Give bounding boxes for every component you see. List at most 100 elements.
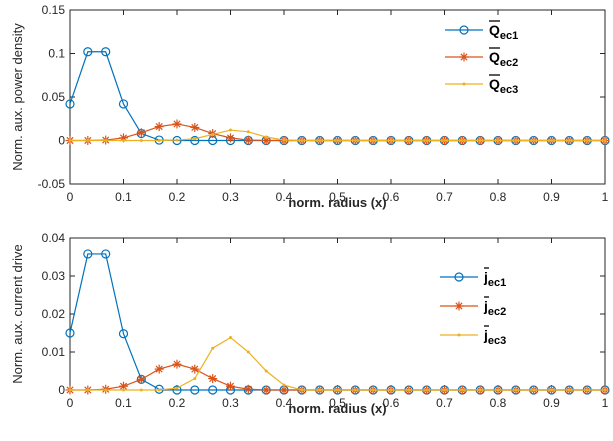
asterisk-marker	[154, 364, 164, 374]
point-marker	[407, 139, 411, 142]
point-marker	[86, 139, 90, 142]
point-marker	[336, 388, 339, 392]
y-tick-label: 0.15	[42, 3, 66, 17]
point-marker	[68, 388, 72, 392]
asterisk-marker	[226, 381, 235, 391]
x-tick-label: 0.3	[222, 396, 239, 410]
x-tick-label: 0.1	[115, 190, 132, 204]
legend-label: Qec2	[489, 49, 518, 69]
point-marker	[211, 132, 215, 136]
point-marker	[460, 388, 464, 392]
point-marker	[585, 139, 589, 142]
x-tick-label: 0.6	[383, 190, 400, 204]
point-marker	[264, 135, 268, 139]
asterisk-marker	[226, 133, 235, 143]
circle-marker	[190, 385, 200, 395]
x-tick-label: 0.5	[329, 396, 346, 410]
legend-label: jec3	[483, 327, 506, 347]
x-axis-label: norm. radius (x)	[288, 401, 386, 416]
circle-marker	[208, 385, 218, 395]
point-marker	[478, 388, 482, 392]
circle-marker	[118, 99, 129, 109]
point-marker	[229, 128, 232, 132]
legend-entry: jec2	[440, 296, 506, 318]
asterisk-marker	[208, 374, 218, 384]
asterisk-marker	[279, 385, 289, 395]
point-marker	[443, 388, 446, 392]
point-marker	[567, 388, 571, 392]
point-marker	[457, 333, 461, 337]
legend-entry: Qec1	[445, 20, 518, 42]
point-marker	[318, 139, 322, 142]
point-marker	[246, 130, 250, 134]
circle-marker	[118, 329, 129, 339]
legend-entry: jec3	[440, 325, 506, 347]
legend-label: jec1	[483, 269, 506, 289]
point-marker	[550, 388, 553, 392]
legend-label: Qec3	[489, 76, 518, 96]
point-marker	[282, 138, 286, 142]
point-marker	[550, 139, 553, 142]
y-tick-label: 0.04	[42, 231, 66, 245]
asterisk-marker	[172, 359, 182, 369]
point-marker	[193, 137, 197, 141]
point-marker	[122, 139, 125, 142]
point-marker	[425, 388, 429, 392]
x-tick-label: 0.3	[222, 190, 239, 204]
point-marker	[460, 139, 464, 142]
asterisk-marker	[136, 128, 146, 138]
point-marker	[157, 139, 161, 142]
x-tick-label: 0.6	[383, 396, 400, 410]
circle-marker	[172, 385, 182, 395]
point-marker	[86, 388, 90, 392]
point-marker	[462, 82, 466, 86]
circle-marker	[83, 249, 93, 259]
axes-panel-2: 0 0.1 0.2 0.3 0.4 0.5 0.6 0.7 0.8 0.9 1 0 0.01 0.02 0.…	[10, 231, 610, 416]
x-tick-label: 1	[602, 396, 609, 410]
plot-area	[69, 9, 606, 185]
asterisk-marker	[243, 135, 253, 145]
x-tick-label: 0.8	[490, 190, 507, 204]
point-marker	[122, 388, 125, 392]
point-marker	[603, 388, 607, 392]
point-marker	[389, 388, 393, 392]
point-marker	[425, 139, 429, 142]
x-tick-label: 0.9	[543, 190, 560, 204]
point-marker	[496, 388, 500, 392]
y-tick-label: 0.05	[42, 90, 66, 104]
y-tick-label: 0.1	[48, 47, 65, 61]
circle-marker	[65, 328, 75, 338]
x-tick-label: 0.4	[276, 190, 293, 204]
asterisk-marker	[454, 301, 464, 311]
point-marker	[229, 336, 232, 340]
circle-marker	[101, 47, 111, 57]
point-marker	[139, 388, 143, 392]
x-tick-label: 0.1	[115, 396, 132, 410]
circle-marker	[101, 249, 111, 259]
x-tick-label: 0.2	[169, 396, 186, 410]
series-j-ec3	[68, 336, 607, 392]
point-marker	[585, 388, 589, 392]
y-tick-label: 0.02	[42, 307, 66, 321]
legend: jec1 jec2 jec3	[440, 267, 506, 347]
point-marker	[496, 139, 500, 142]
legend-entry: Qec2	[445, 47, 518, 69]
x-tick-label: 0.2	[169, 190, 186, 204]
point-marker	[443, 139, 446, 142]
x-tick-label: 1	[602, 190, 609, 204]
point-marker	[318, 388, 322, 392]
series-Q-ec3	[68, 128, 607, 142]
point-marker	[264, 369, 268, 373]
asterisk-marker	[154, 122, 164, 132]
point-marker	[211, 346, 215, 350]
point-marker	[300, 139, 304, 142]
y-axis-label: Norm. aux. power density	[10, 23, 25, 171]
point-marker	[407, 388, 411, 392]
asterisk-marker	[172, 119, 182, 129]
y-tick-label: 0	[58, 383, 65, 397]
legend-label: jec2	[483, 298, 506, 318]
point-marker	[193, 377, 197, 381]
asterisk-marker	[243, 384, 253, 394]
point-marker	[104, 139, 108, 142]
